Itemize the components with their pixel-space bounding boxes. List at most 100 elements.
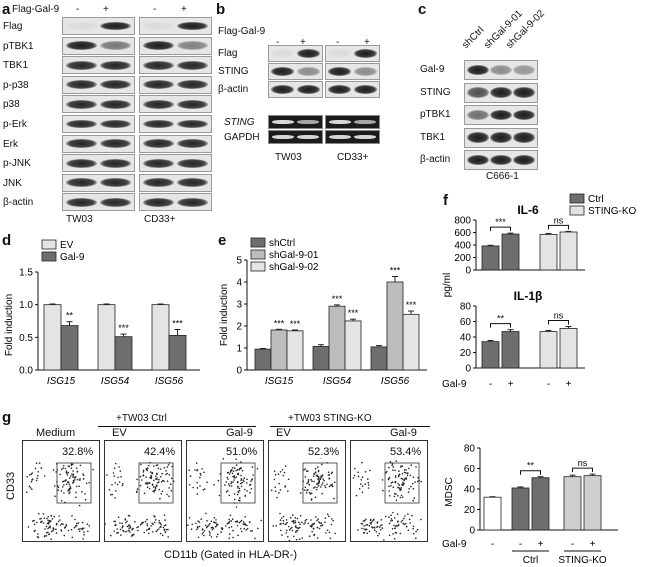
flow-dot	[369, 519, 372, 522]
flow-dot	[406, 472, 409, 475]
flow-dot	[399, 532, 402, 535]
flow-dot	[334, 481, 336, 484]
flow-dot	[158, 520, 161, 522]
flow-dot	[316, 474, 318, 477]
flow-dot	[226, 476, 228, 479]
panel-d-y-tick-label: 0.5	[19, 333, 33, 344]
flow-dot	[226, 522, 229, 525]
flow-dot	[221, 528, 223, 531]
flow-dot	[388, 485, 390, 488]
flow-dot	[58, 515, 60, 517]
flow-dot	[149, 471, 152, 473]
flow-dot	[282, 474, 285, 477]
flow-dot	[118, 481, 121, 483]
flow-dot	[147, 532, 150, 535]
flow-dot	[320, 476, 323, 479]
flow-dot	[37, 533, 39, 535]
flow-dot	[74, 479, 76, 481]
flow-dot	[67, 529, 70, 532]
flow-dot	[246, 524, 248, 527]
flow-dot	[228, 518, 230, 521]
flow-dot	[367, 484, 370, 486]
panel-e-y-tick-label: 3	[236, 300, 242, 311]
flow-dot	[168, 495, 170, 497]
flow-dot	[163, 466, 166, 469]
gate-box	[220, 462, 256, 504]
flow-dot	[63, 534, 66, 537]
flow-dot	[274, 486, 276, 488]
flow-dot	[79, 478, 81, 480]
pcr-band	[271, 119, 294, 125]
bar	[481, 245, 500, 271]
flow-dot	[67, 471, 70, 474]
flow-dot	[397, 495, 399, 497]
flow-dot	[402, 481, 404, 484]
blot-band	[513, 64, 535, 76]
flow-dot	[231, 467, 234, 469]
flow-dot	[317, 477, 320, 479]
flow-dot	[232, 481, 234, 483]
flow-dot	[388, 522, 391, 525]
flow-dot	[244, 495, 247, 497]
flow-dot	[401, 483, 403, 486]
blot-row-label: pTBK1	[3, 40, 34, 52]
flow-dot	[55, 532, 58, 534]
flow-dot	[361, 491, 364, 494]
flow-dot	[115, 490, 117, 492]
blot-band	[467, 132, 489, 143]
flow-dot	[290, 527, 292, 530]
flow-dot	[39, 521, 42, 523]
flow-dot	[395, 525, 397, 528]
flow-dot	[411, 514, 413, 517]
flow-dot	[382, 489, 384, 492]
blot-band	[467, 87, 489, 98]
flow-dot	[139, 484, 142, 487]
flow-dot	[117, 516, 120, 519]
bar	[43, 304, 62, 371]
flow-dot	[327, 474, 330, 476]
flow-dot	[232, 529, 234, 532]
flow-dot	[67, 490, 69, 492]
flow-dot	[74, 518, 76, 521]
flow-dot	[218, 494, 221, 497]
flow-dot	[85, 482, 88, 485]
blot-band	[65, 99, 98, 109]
gate-box	[302, 462, 338, 504]
flow-dot	[391, 519, 394, 522]
flow-dot	[286, 521, 288, 524]
flow-dot	[279, 512, 281, 515]
flow-dot	[242, 521, 245, 523]
flow-dot	[232, 536, 234, 539]
flow-dot	[415, 530, 417, 533]
flow-dots	[187, 458, 262, 540]
group-line	[270, 426, 430, 427]
flow-dot	[299, 526, 301, 529]
flow-dot	[309, 525, 312, 527]
panel-d-y-tick-label: 1.0	[19, 300, 33, 311]
flow-dot	[65, 470, 68, 472]
flow-dot	[33, 519, 35, 522]
flow-dot	[328, 531, 331, 534]
flow-dot	[326, 483, 328, 486]
flow-dot	[197, 520, 199, 522]
flow-dot	[317, 475, 320, 478]
flow-dot	[410, 485, 412, 488]
bar	[531, 477, 550, 531]
blot-band	[176, 139, 209, 149]
sign-label: -	[571, 539, 574, 550]
flow-dot	[318, 481, 320, 483]
flow-dot	[229, 520, 231, 523]
blot-band	[467, 64, 489, 76]
flow-dot	[213, 521, 215, 523]
flow-dot	[65, 524, 67, 526]
blot-band	[176, 80, 209, 90]
flow-dot	[210, 526, 213, 529]
flow-dot	[328, 485, 331, 488]
flow-dot	[137, 526, 140, 528]
flow-dot	[28, 474, 31, 476]
pcr-strip	[268, 130, 323, 144]
blot-band	[513, 154, 535, 166]
flow-dot	[364, 483, 366, 485]
legend-label: EV	[60, 240, 74, 251]
flow-dot	[59, 524, 62, 526]
